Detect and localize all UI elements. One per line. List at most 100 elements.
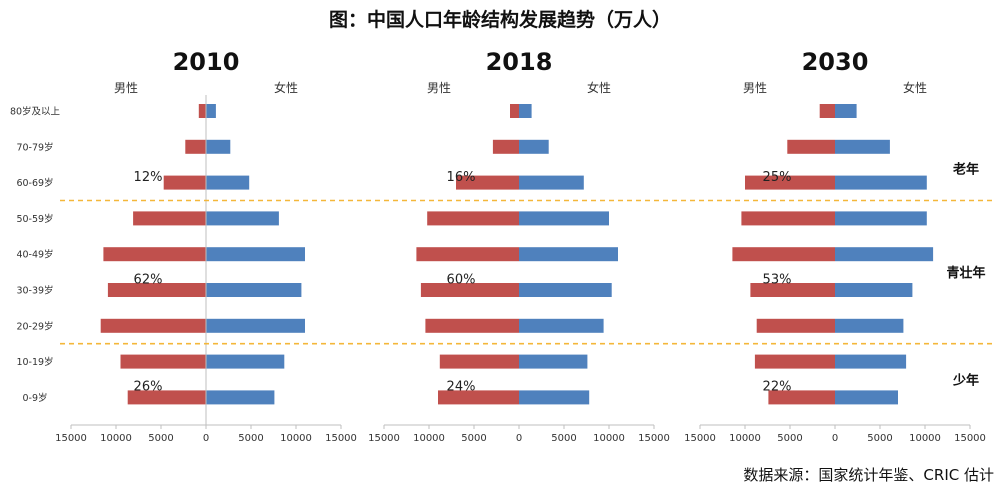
age-category-label: 40-49岁 (16, 249, 53, 261)
female-legend-label: 女性 (274, 80, 298, 95)
x-tick-label: 10000 (593, 433, 625, 444)
age-group-label: 青壮年 (946, 265, 985, 281)
male-bar (198, 104, 206, 118)
age-group-label: 老年 (952, 161, 979, 177)
female-bar (519, 247, 618, 262)
female-bar (835, 175, 927, 190)
female-bar (835, 354, 907, 369)
female-bar (206, 247, 305, 262)
female-legend-label: 女性 (587, 80, 611, 95)
group-percent-label: 53% (763, 272, 792, 287)
female-bar (835, 104, 857, 118)
panel-2010: 2010 男性 女性 80岁及以上 70-79岁 60-69岁 50-59岁 40-49岁 30… (10, 48, 357, 444)
female-bar (519, 318, 604, 333)
female-bar (519, 354, 588, 369)
male-bar (732, 247, 835, 262)
male-bar (754, 354, 835, 369)
panels: 2010 男性 女性 80岁及以上 70-79岁 60-69岁 50-59岁 40-49岁 30… (10, 48, 986, 444)
x-tick-label: 15000 (368, 433, 400, 444)
x-tick-label: 15000 (954, 433, 986, 444)
female-bar (835, 139, 890, 154)
x-tick-label: 10000 (909, 433, 941, 444)
female-bar (835, 247, 934, 262)
female-bar (835, 318, 904, 333)
female-bar (206, 283, 302, 297)
group-percent-label: 16% (447, 170, 476, 185)
age-category-label: 10-19岁 (16, 356, 53, 368)
male-bar (756, 318, 835, 333)
panel-year-label: 2010 (173, 48, 240, 76)
x-tick-label: 15000 (638, 433, 670, 444)
male-bar (103, 247, 206, 262)
male-bar (750, 283, 835, 297)
age-category-label: 50-59岁 (16, 213, 53, 225)
male-bar (163, 175, 206, 190)
female-bar (206, 390, 275, 405)
x-tick-label: 0 (832, 433, 838, 444)
male-bar (120, 354, 206, 369)
female-bar (519, 139, 549, 154)
group-percent-label: 22% (763, 380, 792, 395)
male-bar (741, 211, 835, 226)
male-bar (133, 211, 206, 226)
chart-title: 图：中国人口年龄结构发展趋势（万人） (329, 8, 671, 31)
male-bar (420, 283, 519, 297)
x-tick-label: 5000 (551, 433, 576, 444)
female-bar (519, 390, 590, 405)
male-bar (427, 211, 519, 226)
male-bar (768, 390, 835, 405)
male-bar (107, 283, 206, 297)
male-bar (185, 139, 206, 154)
female-bar (206, 318, 305, 333)
male-bar (492, 139, 519, 154)
age-category-label: 80岁及以上 (10, 106, 61, 118)
female-bar (206, 104, 216, 118)
female-bar (519, 283, 612, 297)
group-percent-label: 60% (447, 272, 476, 287)
male-bar (127, 390, 206, 405)
male-legend-label: 男性 (114, 81, 138, 95)
group-percent-label: 26% (134, 380, 163, 395)
group-percent-label: 62% (134, 272, 163, 287)
x-tick-label: 15000 (684, 433, 716, 444)
source-note: 数据来源：国家统计年鉴、CRIC 估计 (743, 466, 994, 484)
x-tick-label: 15000 (55, 433, 87, 444)
female-bar (206, 354, 285, 369)
female-legend-label: 女性 (903, 80, 927, 95)
age-category-label: 20-29岁 (16, 320, 53, 332)
x-tick-label: 15000 (325, 433, 357, 444)
panel-year-label: 2018 (486, 48, 553, 76)
age-category-label: 60-69岁 (16, 177, 53, 189)
female-bar (206, 175, 250, 190)
panel-year-label: 2030 (802, 48, 869, 76)
panel-2030: 2030 男性 女性 15000 10000 5000 0 5000 10000 15000 25%… (684, 48, 986, 444)
male-bar (510, 104, 519, 118)
age-group-label: 少年 (952, 373, 979, 389)
group-percent-label: 12% (134, 170, 163, 185)
x-tick-label: 5000 (867, 433, 892, 444)
male-bar (425, 318, 519, 333)
x-tick-label: 0 (516, 433, 522, 444)
female-bar (835, 283, 913, 297)
female-bar (519, 175, 584, 190)
x-tick-label: 10000 (280, 433, 312, 444)
group-dividers (60, 199, 995, 345)
x-tick-label: 5000 (777, 433, 802, 444)
x-tick-label: 10000 (413, 433, 445, 444)
male-bar (745, 175, 835, 190)
female-bar (519, 104, 532, 118)
female-bar (519, 211, 609, 226)
male-bar (819, 104, 835, 118)
male-bar (416, 247, 519, 262)
male-bar (439, 354, 519, 369)
age-category-label: 30-39岁 (16, 285, 53, 297)
panel-2018: 2018 男性 女性 15000 10000 5000 0 5000 10000 15000 16%… (368, 48, 670, 444)
x-tick-label: 10000 (100, 433, 132, 444)
x-tick-label: 5000 (148, 433, 173, 444)
x-tick-label: 5000 (461, 433, 486, 444)
x-tick-label: 10000 (729, 433, 761, 444)
x-tick-label: 0 (203, 433, 209, 444)
male-legend-label: 男性 (743, 81, 767, 95)
female-bar (206, 139, 231, 154)
